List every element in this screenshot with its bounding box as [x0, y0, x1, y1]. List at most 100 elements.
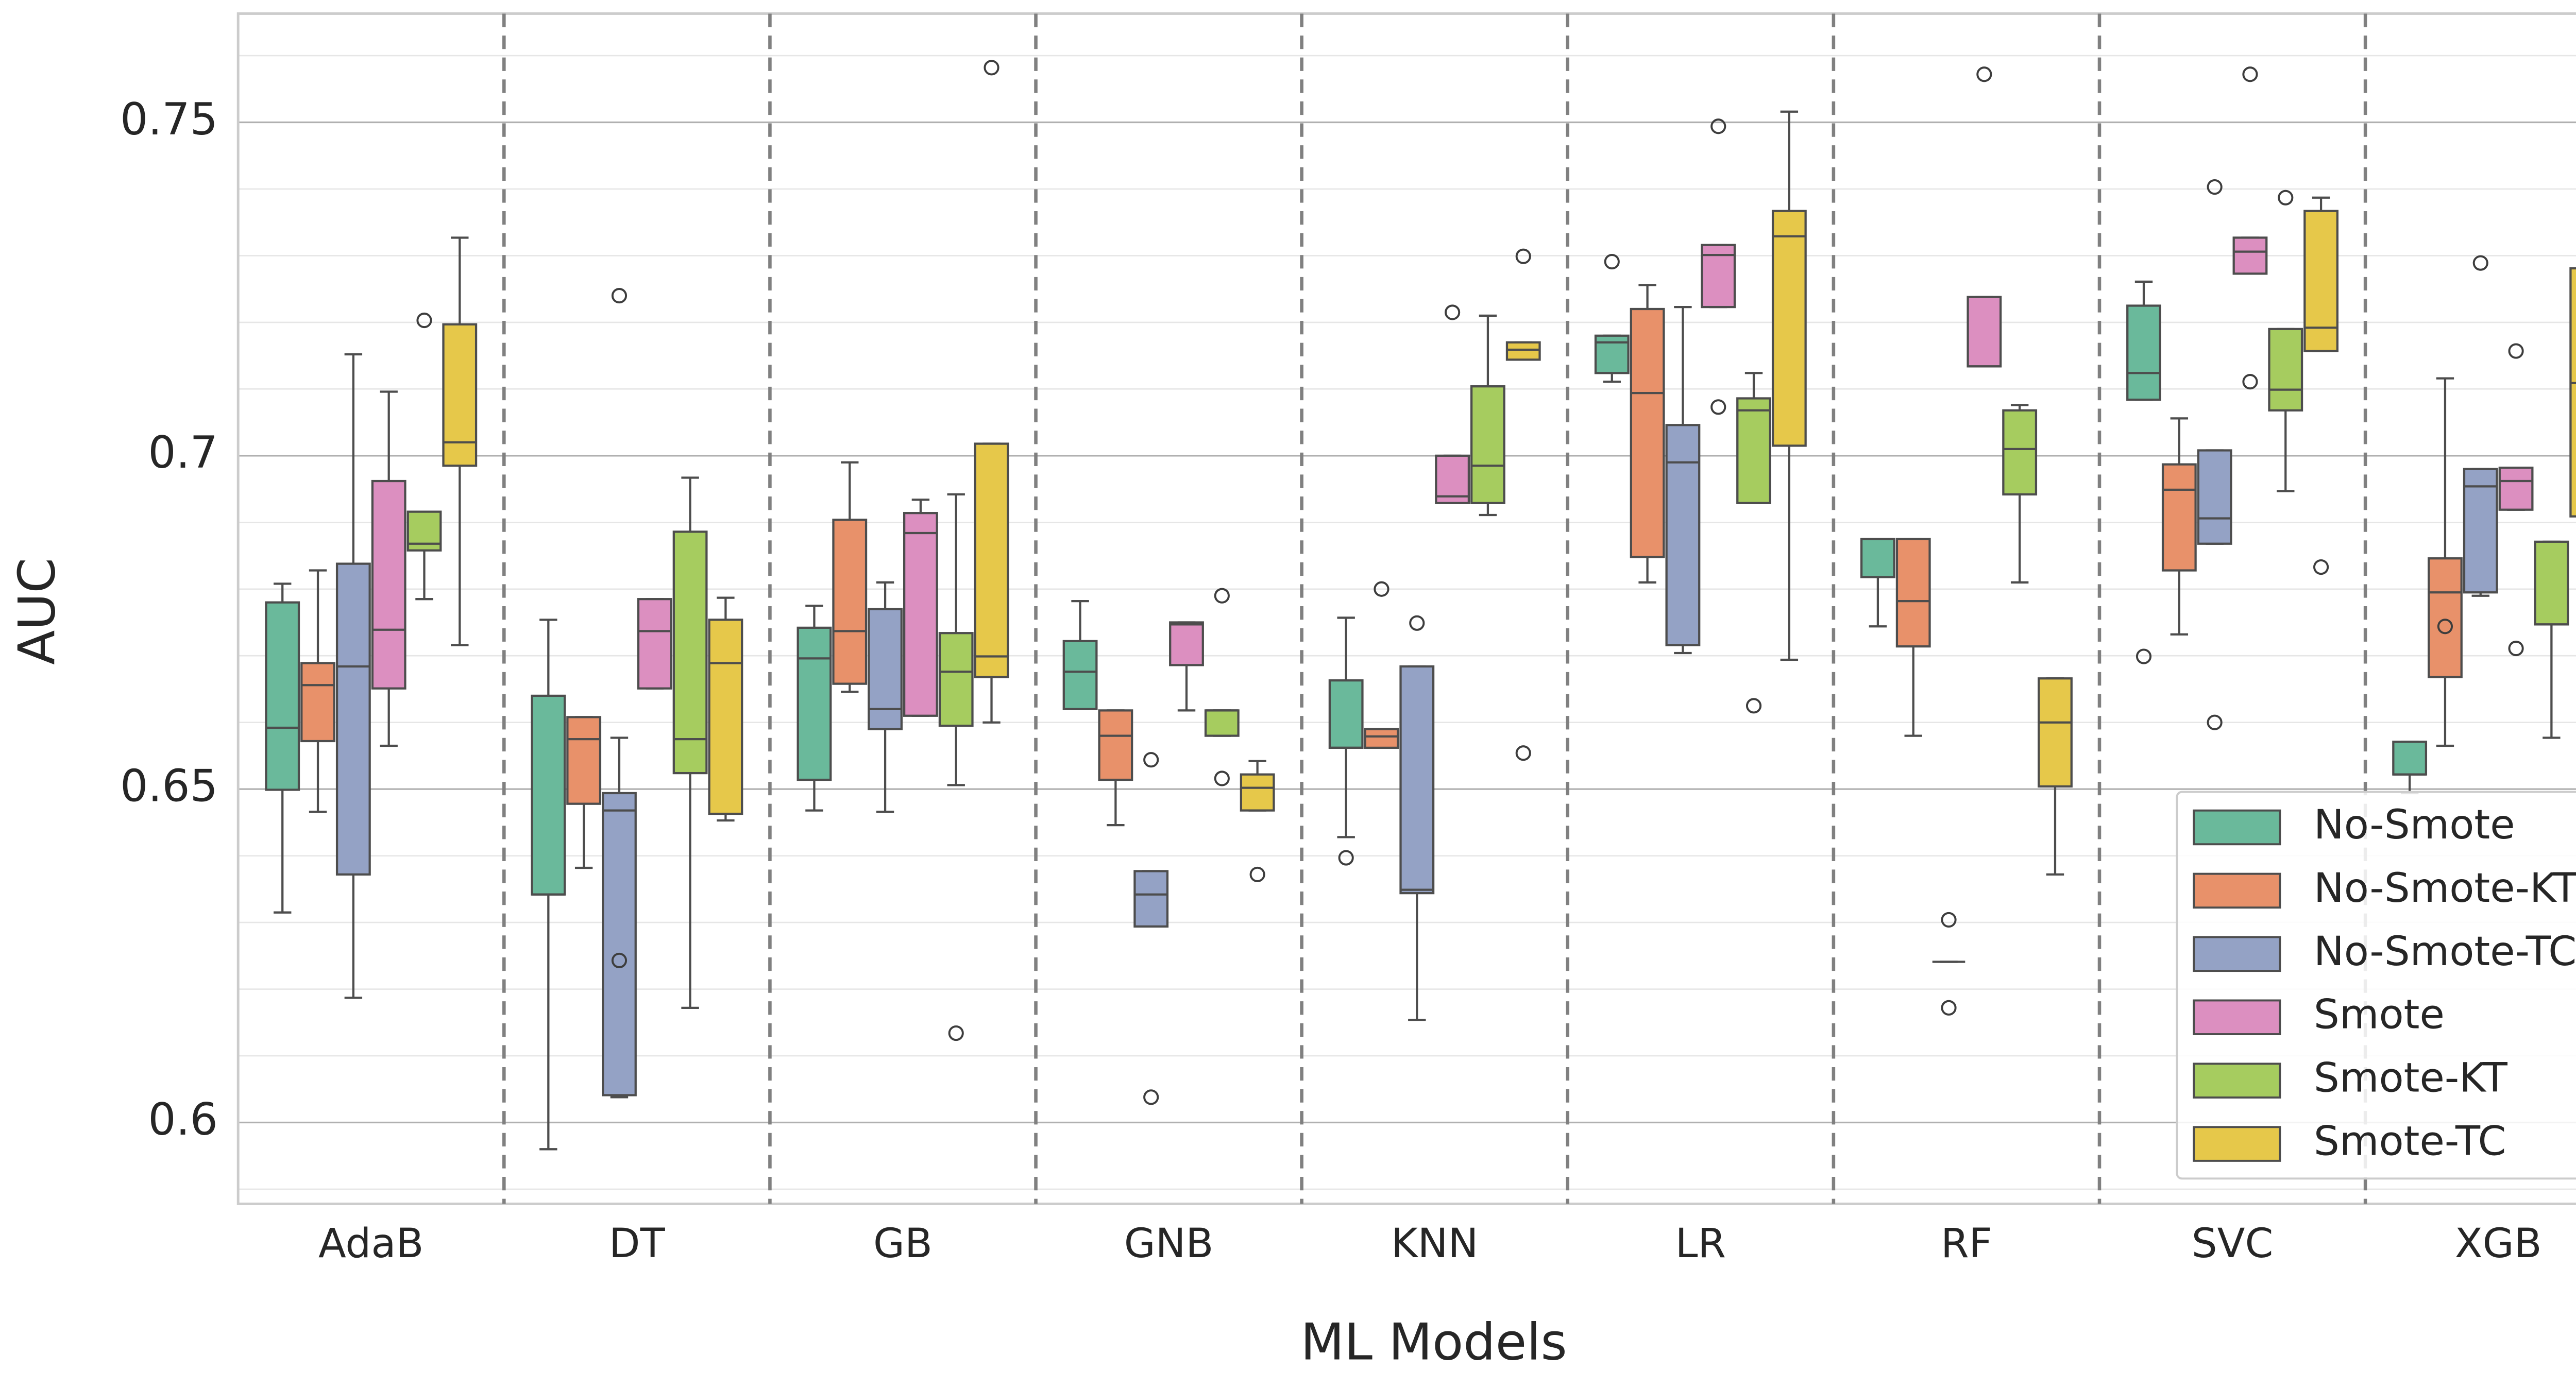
x-tick-label: DT [609, 1220, 666, 1267]
box [903, 512, 938, 717]
outlier [2207, 714, 2223, 730]
x-axis-label: ML Models [1300, 1313, 1567, 1372]
legend-swatch [2193, 872, 2281, 909]
outlier [1710, 118, 1726, 134]
box-group [2428, 377, 2463, 747]
x-tick-label: LR [1675, 1220, 1726, 1267]
box-group [1895, 538, 1931, 737]
box [1098, 709, 1133, 781]
box-group [1204, 588, 1240, 786]
box-group [1133, 752, 1169, 1105]
box-group [832, 461, 868, 693]
box [2002, 409, 2038, 496]
box [1505, 341, 1541, 361]
box-group [2463, 255, 2498, 597]
box [371, 479, 406, 690]
box [265, 601, 300, 791]
outlier [1214, 588, 1230, 604]
outlier [416, 312, 432, 329]
box [2569, 267, 2576, 518]
outlier [2508, 343, 2524, 359]
x-tick-label: KNN [1391, 1220, 1478, 1267]
plot-area [265, 60, 2576, 1151]
grid: 0.6 0.65 0.7 0.75 AdaB DT GB GNB KNN LR RF SVC XGB [120, 12, 2576, 1267]
box [2268, 328, 2303, 412]
box [1328, 679, 1364, 749]
box-group [1169, 621, 1204, 712]
box-group [1505, 248, 1541, 761]
box [796, 626, 832, 781]
box-group [371, 390, 406, 747]
box [938, 632, 974, 727]
box [1470, 385, 1505, 504]
outlier [2207, 179, 2223, 195]
box [1736, 397, 1771, 504]
outlier [1214, 770, 1230, 786]
legend-label: No-Smote-TC [2314, 928, 2576, 975]
box [832, 518, 868, 685]
box [1240, 773, 1275, 812]
outlier [1249, 866, 1265, 882]
box-group [335, 353, 371, 999]
box-group [1399, 615, 1435, 1021]
box [2463, 468, 2498, 594]
box [1133, 870, 1169, 928]
box-group [2569, 267, 2576, 518]
legend-label: No-Smote [2314, 801, 2515, 848]
outlier [1941, 1000, 1957, 1016]
box [1435, 454, 1470, 504]
outlier [2437, 619, 2453, 635]
outlier [611, 952, 628, 968]
box-group [1771, 110, 1807, 661]
box-group [1435, 304, 1470, 504]
box-group [265, 582, 300, 914]
outlier [2242, 66, 2258, 82]
box-group [1932, 912, 1965, 1016]
outlier [2313, 559, 2329, 575]
box [672, 530, 708, 775]
box [1665, 424, 1701, 646]
box-group [1630, 284, 1665, 584]
box [1895, 538, 1931, 648]
outlier [2278, 190, 2294, 205]
box [2038, 677, 2073, 788]
box-group [708, 596, 743, 822]
legend-label: Smote-KT [2314, 1054, 2508, 1102]
box-group [602, 288, 637, 1099]
box [2498, 466, 2534, 511]
x-tick-label: GNB [1124, 1220, 1214, 1267]
plot-frame [236, 12, 2576, 1205]
box-group [974, 60, 1009, 724]
y-tick-label: 0.65 [120, 761, 218, 812]
legend-swatch [2193, 936, 2281, 972]
x-tick-label: GB [873, 1220, 933, 1267]
x-tick-label: SVC [2192, 1220, 2274, 1267]
legend-swatch [2193, 1126, 2281, 1162]
box [1204, 709, 1240, 737]
box [2161, 463, 2197, 572]
y-tick-label: 0.75 [120, 94, 218, 145]
box [1860, 538, 1895, 578]
outlier [1445, 304, 1461, 320]
box-group [2268, 190, 2303, 492]
box-group [868, 581, 903, 813]
x-tick-label: XGB [2455, 1220, 2542, 1267]
box-group [2002, 404, 2038, 584]
box-group [1328, 616, 1364, 866]
box [602, 792, 637, 1096]
legend-label: No-Smote-KT [2314, 864, 2576, 912]
box [2534, 540, 2569, 626]
box [974, 442, 1009, 678]
outlier [611, 288, 628, 304]
box-group [1594, 253, 1630, 383]
box-group [442, 236, 478, 646]
box [2303, 210, 2339, 352]
outlier [2242, 374, 2258, 390]
box-group [1470, 314, 1505, 517]
box [1967, 296, 2002, 368]
box [2392, 741, 2428, 776]
box-group [1701, 118, 1736, 415]
legend: No-Smote No-Smote-KT No-Smote-TC Smote Smote… [2176, 791, 2576, 1180]
